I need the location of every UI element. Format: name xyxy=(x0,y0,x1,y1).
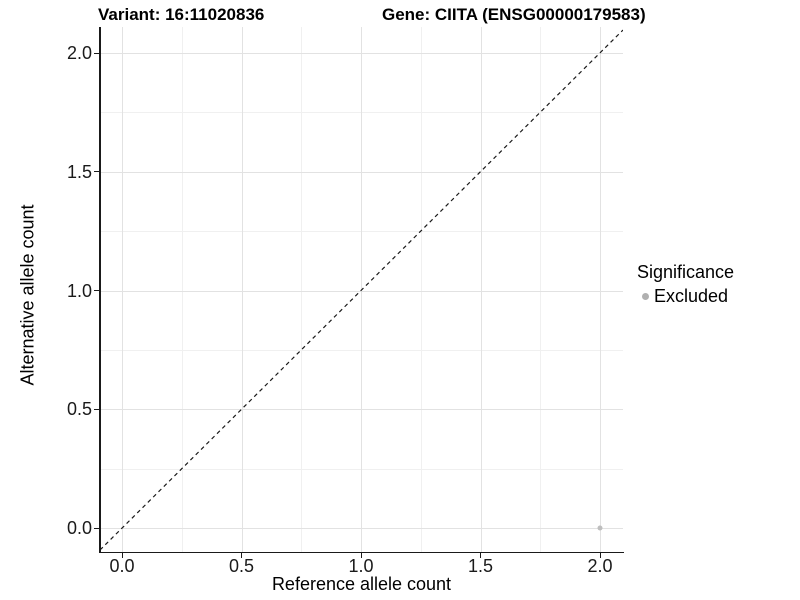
legend-entry-label: Excluded xyxy=(654,286,729,306)
y-tick-label: 2.0 xyxy=(66,43,92,63)
x-tick-mark xyxy=(241,553,243,558)
x-tick-mark xyxy=(121,553,123,558)
x-tick-label: 2.0 xyxy=(587,556,613,576)
x-tick-mark xyxy=(480,553,482,558)
plot-panel xyxy=(100,27,623,552)
y-tick-label: 0.0 xyxy=(66,518,92,538)
legend-title: Significance xyxy=(637,262,735,282)
y-tick-mark xyxy=(94,527,99,529)
x-tick-mark xyxy=(599,553,601,558)
x-axis-line xyxy=(99,551,624,553)
gridline-major-v xyxy=(600,27,601,552)
gridline-minor-v xyxy=(181,27,183,552)
y-tick-label: 1.5 xyxy=(66,161,92,182)
y-tick-mark xyxy=(94,52,99,54)
y-tick-label: 0.5 xyxy=(66,399,92,420)
y-tick-mark xyxy=(94,408,99,410)
gridline-minor-v xyxy=(420,27,422,552)
identity-dashed-line xyxy=(100,29,623,551)
gridline-major-v xyxy=(480,27,482,552)
x-tick-mark xyxy=(360,553,362,558)
legend: Significance Excluded xyxy=(637,262,734,307)
gridline-major-v xyxy=(241,27,243,552)
x-tick-label: 1.0 xyxy=(348,556,374,576)
x-tick-label: 0.0 xyxy=(109,556,135,576)
plot-title-gene: Gene: CIITA (ENSG00000179583) xyxy=(382,5,646,24)
plot-title-variant: Variant: 16:11020836 xyxy=(98,5,265,24)
y-tick-mark xyxy=(94,290,99,292)
gridline-major-h xyxy=(100,290,623,292)
x-axis-title: Reference allele count xyxy=(271,574,452,594)
gridline-major-v xyxy=(122,27,123,552)
gridline-major-h xyxy=(100,409,623,411)
data-point-excluded xyxy=(597,525,603,531)
legend-entry-excluded: Excluded xyxy=(637,286,734,307)
y-axis-title: Alternative allele count xyxy=(17,204,38,386)
y-axis-line xyxy=(99,27,101,553)
y-tick-label: 1.0 xyxy=(66,280,92,301)
gridline-minor-v xyxy=(301,27,303,552)
y-tick-mark xyxy=(94,171,99,173)
gridline-major-h xyxy=(100,171,623,173)
x-tick-label: 0.5 xyxy=(228,556,255,576)
legend-key-dot-icon xyxy=(642,293,649,300)
plot-layer xyxy=(100,29,623,551)
x-tick-label: 1.5 xyxy=(467,556,494,576)
gridline-major-h xyxy=(100,53,623,54)
gridline-major-h xyxy=(100,528,623,529)
gridline-minor-v xyxy=(540,27,542,552)
